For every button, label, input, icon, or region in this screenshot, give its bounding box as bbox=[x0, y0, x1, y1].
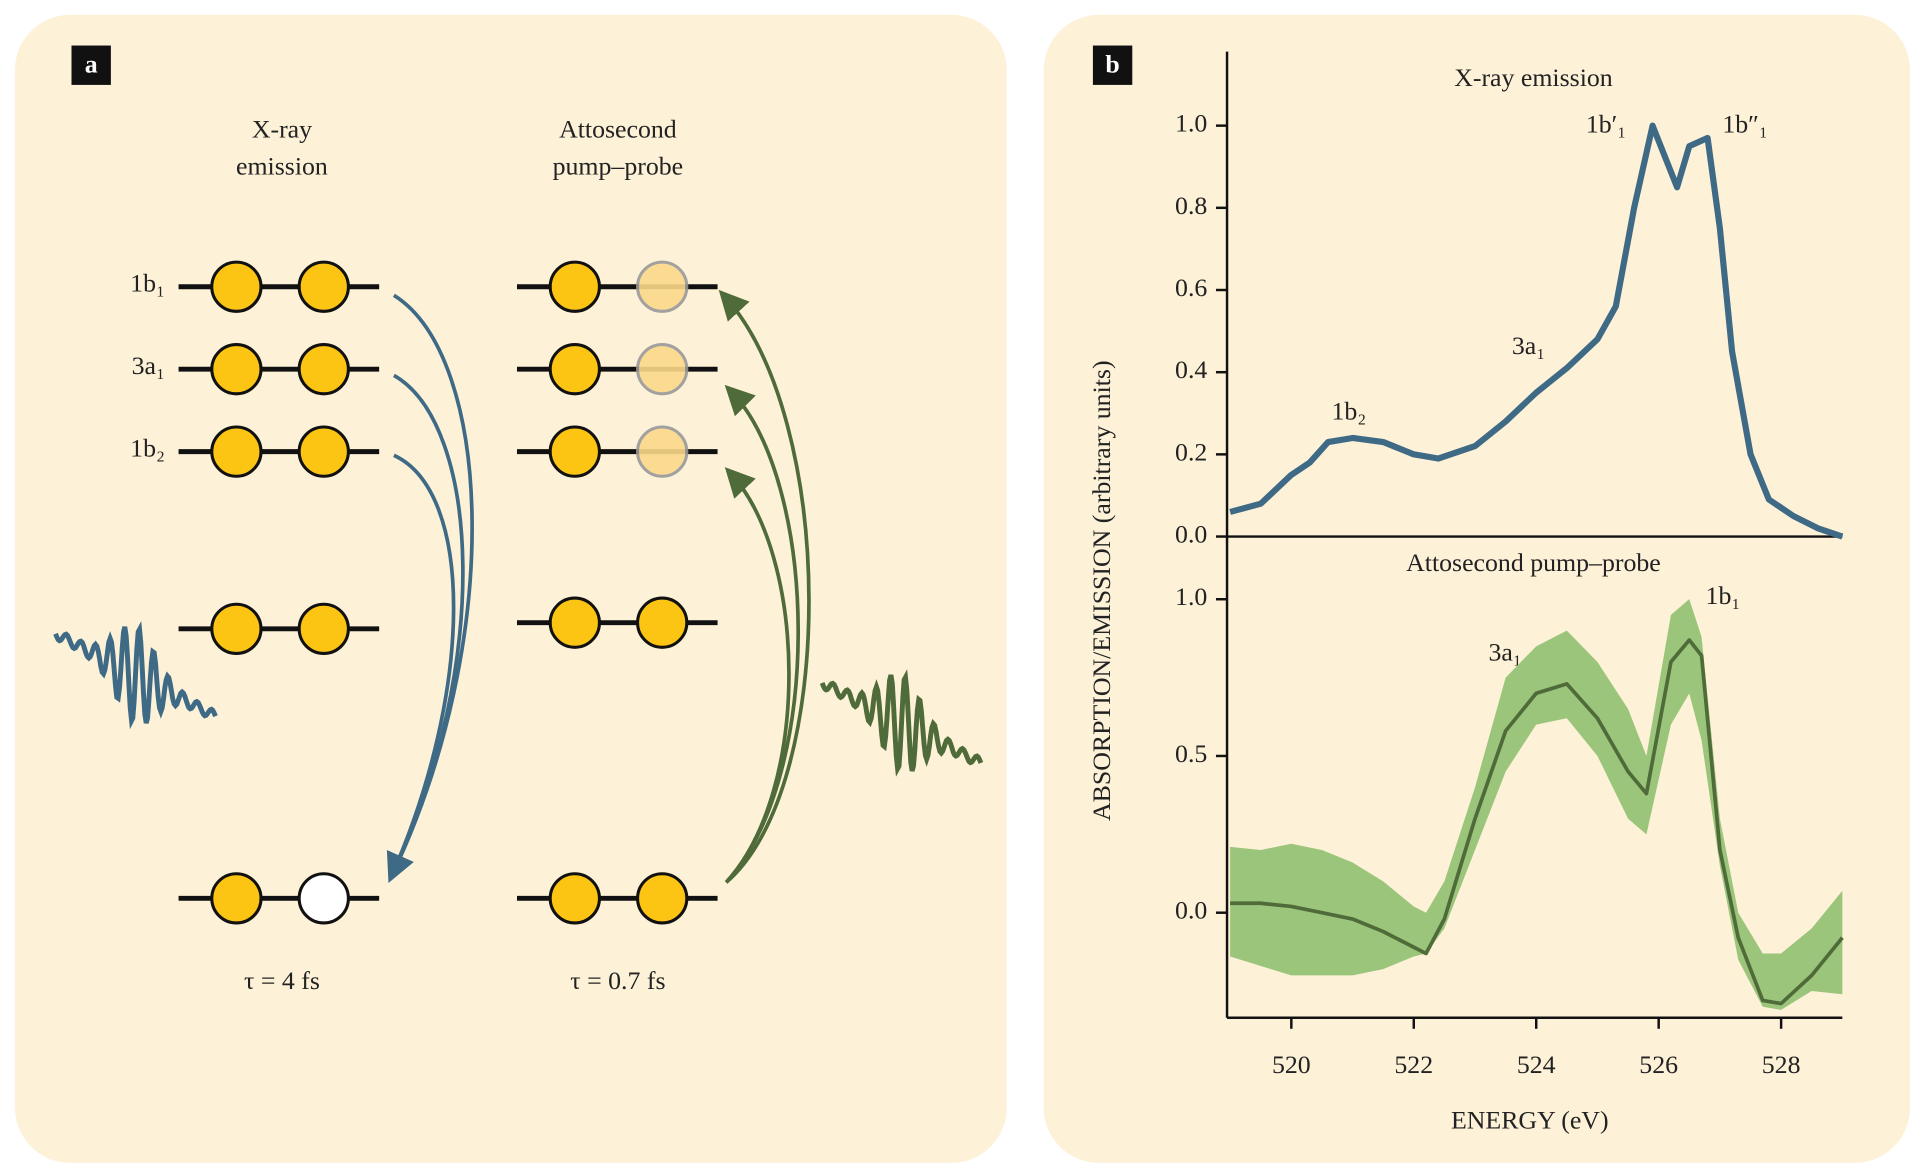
level-label: 1b₂ bbox=[130, 433, 165, 462]
panel-label: b bbox=[1105, 49, 1119, 78]
peak-label: 3a₁ bbox=[1512, 331, 1545, 360]
level-label: 3a₁ bbox=[132, 351, 165, 380]
emission-line bbox=[1229, 122, 1844, 540]
y-axis-label: ABSORPTION/EMISSION (arbitrary units) bbox=[1087, 360, 1116, 821]
panel-label-box bbox=[71, 45, 111, 85]
peak-label: 1b′₁ bbox=[1586, 110, 1626, 139]
y-tick-label: 0.8 bbox=[1175, 191, 1207, 220]
x-tick-label: 528 bbox=[1762, 1050, 1801, 1079]
attosecond-pulse bbox=[819, 669, 984, 777]
electron bbox=[297, 602, 350, 655]
electron bbox=[636, 425, 689, 478]
column-title: Attosecond bbox=[559, 115, 677, 144]
panel-label: a bbox=[85, 49, 98, 78]
arrow bbox=[386, 453, 456, 883]
electron bbox=[210, 872, 263, 925]
x-axis-label: ENERGY (eV) bbox=[1451, 1105, 1609, 1134]
electron bbox=[297, 343, 350, 396]
electron bbox=[548, 343, 601, 396]
absorption-arrows bbox=[718, 289, 811, 884]
absorption-line bbox=[1230, 638, 1844, 1006]
y-tick-label: 0.0 bbox=[1175, 519, 1207, 548]
y-tick-label: 1.0 bbox=[1175, 582, 1207, 611]
plots: 0.0 0.2 0.4 0.6 0.8 1.0 0.0 0.5 1.0 520 522 524 526 5… bbox=[1175, 51, 1844, 1079]
y-tick-label: 1.0 bbox=[1175, 109, 1207, 138]
y-tick-label: 0.6 bbox=[1175, 273, 1207, 302]
xray-pulse bbox=[53, 621, 218, 730]
y-tick-label: 0.2 bbox=[1175, 437, 1207, 466]
y-tick-label: 0.0 bbox=[1175, 896, 1207, 925]
x-tick-label: 524 bbox=[1517, 1050, 1556, 1079]
electron bbox=[210, 425, 263, 478]
electron bbox=[548, 596, 601, 649]
level-label: 1b₁ bbox=[130, 268, 165, 297]
peak-label: 1b₂ bbox=[1331, 396, 1366, 425]
electron bbox=[548, 425, 601, 478]
chart-title: Attosecond pump–probe bbox=[1406, 548, 1661, 577]
x-tick-label: 522 bbox=[1394, 1050, 1433, 1079]
uncertainty-band bbox=[1230, 599, 1843, 1010]
peak-label: 1b″₁ bbox=[1722, 110, 1768, 139]
electron bbox=[210, 343, 263, 396]
lifetime: τ = 0.7 fs bbox=[570, 966, 665, 995]
y-tick-label: 0.5 bbox=[1175, 739, 1207, 768]
arrow bbox=[724, 467, 791, 884]
y-tick-label: 0.4 bbox=[1175, 355, 1207, 384]
electron bbox=[297, 425, 350, 478]
electron bbox=[636, 596, 689, 649]
electron bbox=[297, 872, 350, 925]
column-title: X-ray bbox=[252, 115, 312, 144]
column-title: emission bbox=[236, 152, 328, 181]
electron bbox=[548, 260, 601, 313]
x-tick-label: 520 bbox=[1272, 1050, 1311, 1079]
panel-a bbox=[14, 14, 1007, 1163]
electron bbox=[636, 343, 689, 396]
electron bbox=[297, 260, 350, 313]
peak-label: 1b₁ bbox=[1706, 581, 1741, 610]
x-tick-label: 526 bbox=[1639, 1050, 1678, 1079]
electron bbox=[548, 872, 601, 925]
electron bbox=[636, 260, 689, 313]
electron bbox=[636, 872, 689, 925]
arrow bbox=[389, 373, 465, 877]
chart-title: X-ray emission bbox=[1454, 63, 1613, 92]
peak-label: 3a₁ bbox=[1488, 638, 1521, 667]
electron bbox=[210, 602, 263, 655]
panel-label-box bbox=[1092, 45, 1133, 85]
column-title: pump–probe bbox=[553, 152, 684, 181]
lifetime: τ = 4 fs bbox=[244, 966, 320, 995]
energy-levels bbox=[178, 260, 718, 925]
electron bbox=[210, 260, 263, 313]
arrow bbox=[718, 289, 811, 884]
emission-arrows bbox=[386, 293, 474, 883]
